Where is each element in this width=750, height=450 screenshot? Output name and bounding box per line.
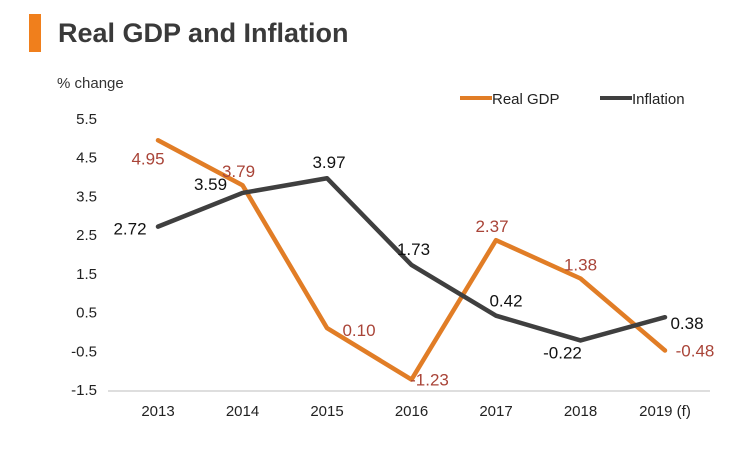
real-gdp-data-label: -1.23	[410, 371, 449, 390]
inflation-data-label: 2.72	[113, 220, 146, 239]
y-tick-label: 2.5	[76, 227, 97, 244]
y-axis-unit-label: % change	[57, 75, 124, 92]
inflation-data-label: 3.59	[194, 175, 227, 194]
real-gdp-data-label: -0.48	[676, 342, 715, 361]
real-gdp-data-label: 0.10	[342, 321, 375, 340]
y-tick-label: 1.5	[76, 266, 97, 283]
inflation-data-label: 0.42	[489, 292, 522, 311]
y-tick-label: -1.5	[71, 382, 97, 399]
x-tick-label: 2015	[310, 403, 343, 420]
inflation-data-label: 3.97	[312, 153, 345, 172]
x-tick-label: 2019 (f)	[639, 403, 691, 420]
y-tick-label: 5.5	[76, 111, 97, 128]
real-gdp-data-label: 2.37	[475, 217, 508, 236]
x-tick-label: 2017	[479, 403, 512, 420]
inflation-data-label: 0.38	[670, 314, 703, 333]
inflation-data-label: 1.73	[397, 240, 430, 259]
y-tick-label: 0.5	[76, 305, 97, 322]
legend-label: Inflation	[632, 91, 685, 108]
page-title: Real GDP and Inflation	[58, 18, 349, 48]
inflation-line	[155, 175, 668, 343]
real-gdp-data-label: 1.38	[564, 256, 597, 275]
inflation-data-label: -0.22	[543, 343, 582, 362]
legend-label: Real GDP	[492, 91, 560, 108]
real-gdp-line	[155, 138, 668, 382]
real-gdp-data-label: 4.95	[131, 149, 164, 168]
y-tick-label: 4.5	[76, 150, 97, 167]
y-tick-label: 3.5	[76, 188, 97, 205]
x-tick-label: 2013	[141, 403, 174, 420]
x-tick-label: 2014	[226, 403, 259, 420]
real-gdp-data-label: 3.79	[222, 162, 255, 181]
x-tick-label: 2016	[395, 403, 428, 420]
x-tick-label: 2018	[564, 403, 597, 420]
title-accent-bar	[29, 14, 41, 52]
y-tick-label: -0.5	[71, 343, 97, 360]
